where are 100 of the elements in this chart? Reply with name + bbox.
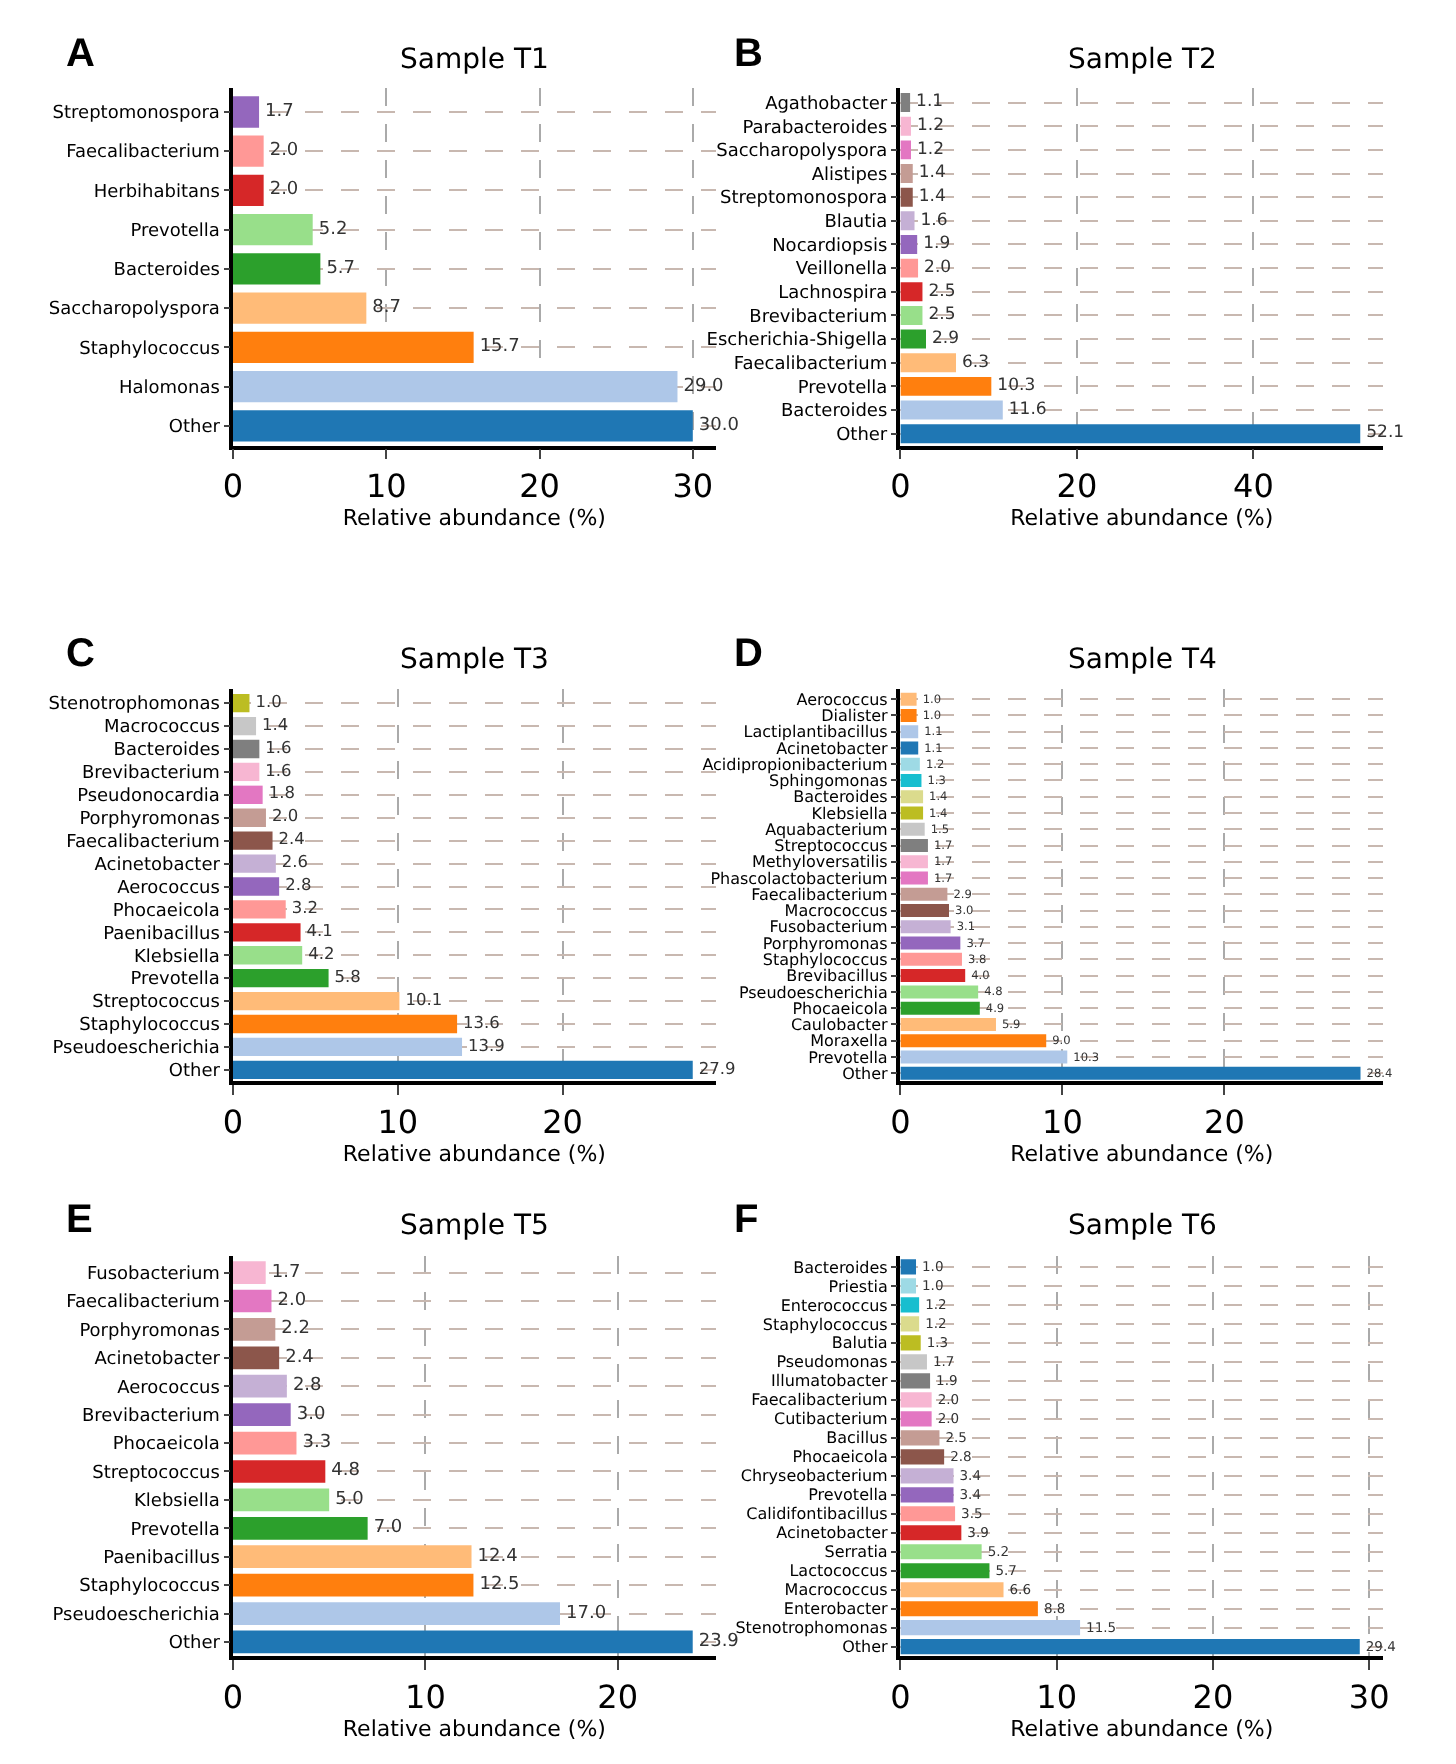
bar [900, 1335, 921, 1351]
y-tick-label: Brevibacterium [749, 307, 888, 328]
y-tick-label: Pseudoescherichia [738, 983, 888, 1002]
y-tick-label: Bacteroides [113, 261, 221, 282]
data-label: 2.0 [271, 805, 299, 826]
bar [900, 708, 917, 722]
y-tick-label: Porphyromonas [79, 810, 221, 831]
y-tick-label: Other [168, 1634, 221, 1655]
y-tick-label: Brevibacillus [786, 967, 888, 986]
y-tick-label: Paenibacillus [103, 924, 221, 945]
x-tick-label: 30 [672, 467, 714, 506]
bar [900, 985, 979, 999]
y-tick-label: Aerococcus [796, 690, 888, 709]
y-tick-label: Bacteroides [780, 402, 888, 423]
y-tick-label: Paenibacillus [103, 1549, 221, 1570]
bar [900, 757, 920, 771]
y-tick-label: Methyloversatilis [751, 853, 888, 872]
data-label: 17.0 [566, 1603, 607, 1624]
bar [900, 969, 966, 983]
bar [233, 1545, 472, 1569]
text: C [66, 632, 95, 676]
x-tick-label: 0 [222, 467, 244, 506]
x-tick-label: 20 [597, 1678, 639, 1717]
y-tick-label: Stenotrophomonas [735, 1619, 888, 1638]
y-tick-label: Enterococcus [780, 1296, 888, 1315]
y-tick-label: Aquabacterium [765, 820, 889, 839]
data-label: 1.4 [262, 713, 289, 734]
data-label: 10.3 [997, 376, 1036, 397]
data-label: 13.9 [468, 1034, 505, 1055]
y-tick-label: Staphylococcus [762, 950, 888, 969]
bar [233, 292, 367, 324]
bar [233, 831, 273, 850]
bar [233, 808, 266, 827]
x-tick-label: 30 [1348, 1678, 1390, 1717]
data-label: 3.3 [302, 1433, 332, 1454]
x-tick-label: 20 [519, 467, 560, 506]
x-tick-label: 20 [542, 1103, 583, 1142]
x-axis-title: Relative abundance (%) [342, 1716, 606, 1743]
y-tick-label: Phocaeicola [792, 1448, 888, 1467]
bar [900, 1582, 1004, 1598]
bar [233, 1374, 287, 1398]
x-tick-label: 0 [222, 1678, 244, 1717]
y-tick-label: Acinetobacter [94, 1350, 221, 1371]
y-tick-label: Fusobacterium [769, 918, 889, 937]
bar [900, 1278, 917, 1294]
y-tick-label: Pseudomonas [776, 1353, 888, 1372]
text: E [66, 1198, 93, 1242]
bar [233, 716, 257, 736]
bar [233, 213, 313, 246]
y-tick-label: Aerococcus [117, 1378, 221, 1399]
bar [233, 1602, 560, 1625]
bar [900, 1449, 945, 1465]
y-tick-label: Staphylococcus [79, 1016, 221, 1037]
y-tick-label: Staphylococcus [762, 1315, 888, 1334]
x-tick-label: 0 [222, 1103, 244, 1142]
bar [233, 877, 280, 896]
bar [900, 773, 922, 787]
y-tick-label: Other [836, 425, 888, 446]
x-tick-label: 10 [1036, 1678, 1077, 1717]
data-label: 2.9 [932, 328, 960, 349]
y-tick-label: Other [842, 1064, 890, 1083]
bar [900, 1468, 954, 1484]
y-tick-label: Dialister [821, 707, 890, 725]
bar [233, 693, 250, 713]
data-label: 23.9 [698, 1631, 740, 1652]
x-tick-label: 10 [1042, 1103, 1083, 1142]
bar [233, 1060, 693, 1080]
bar [900, 1411, 932, 1427]
y-tick-label: Brevibacterium [81, 1406, 220, 1427]
bar [233, 331, 474, 364]
bar [233, 854, 276, 873]
data-label: 5.0 [335, 1489, 365, 1510]
bar [233, 96, 260, 128]
data-label: 5.8 [334, 965, 361, 986]
data-label: 2.8 [292, 1376, 323, 1397]
y-tick-label: Phocaeicola [792, 999, 888, 1018]
bar [900, 839, 928, 853]
bar [900, 1297, 920, 1313]
bar [900, 1430, 940, 1446]
bar [233, 762, 260, 782]
bar [900, 1525, 962, 1541]
x-tick-label: 20 [1192, 1678, 1234, 1717]
y-tick-label: Calidifontibacillus [746, 1505, 888, 1524]
bar [900, 1259, 917, 1275]
data-label: 1.4 [918, 163, 946, 184]
x-tick-label: 0 [890, 1103, 911, 1142]
bar [900, 1487, 954, 1503]
y-tick-label: Porphyromonas [762, 934, 888, 953]
y-tick-label: Streptococcus [92, 993, 221, 1014]
data-label: 1.4 [918, 186, 946, 207]
data-label: 2.2 [281, 1319, 310, 1340]
bar [233, 1573, 474, 1597]
y-tick-label: Blautia [824, 213, 888, 234]
bar [900, 329, 926, 349]
data-label: 12.5 [479, 1575, 520, 1596]
text: B [734, 32, 763, 76]
y-tick-label: Agathobacter [765, 94, 888, 115]
bar [900, 1373, 931, 1389]
data-label: 1.8 [268, 782, 295, 803]
bar [900, 1354, 927, 1370]
